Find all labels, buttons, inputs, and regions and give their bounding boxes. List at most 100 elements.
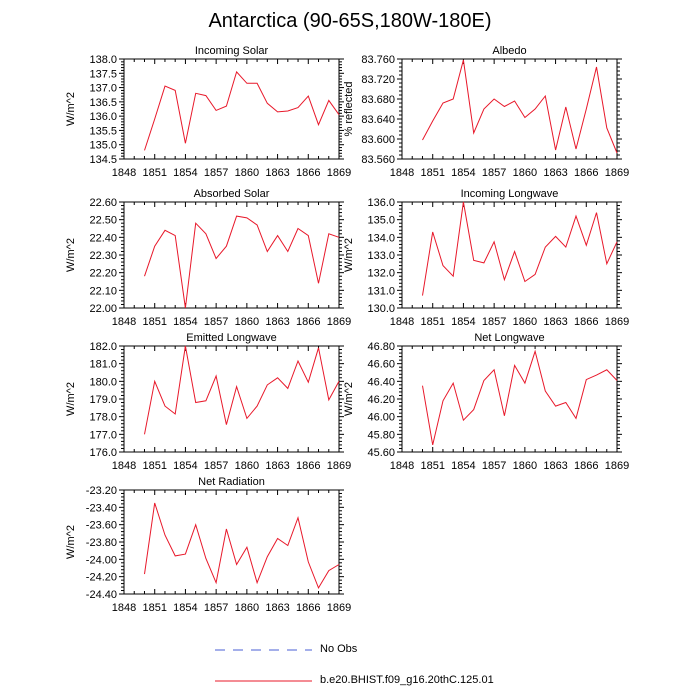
x-tick-label: 1863 <box>543 460 567 472</box>
y-tick-label: 83.640 <box>361 114 395 126</box>
x-tick-label: 1848 <box>390 167 414 179</box>
x-tick-label: 1848 <box>112 316 136 328</box>
x-tick-label: 1869 <box>327 460 351 472</box>
plot-frame <box>123 201 340 309</box>
legend-label: b.e20.BHIST.f09_g16.20thC.125.01 <box>320 674 494 686</box>
y-tick-label: -23.20 <box>86 485 117 497</box>
chart-title: Absorbed Solar <box>194 188 270 200</box>
x-tick-label: 1869 <box>605 460 629 472</box>
x-tick-label: 1857 <box>482 460 506 472</box>
y-tick-label: 138.0 <box>89 54 117 66</box>
y-tick-label: 83.600 <box>361 134 395 146</box>
x-tick-label: 1857 <box>482 316 506 328</box>
y-tick-label: -23.80 <box>86 537 117 549</box>
x-tick-label: 1866 <box>296 602 320 614</box>
legend-label: No Obs <box>320 643 358 655</box>
chart-panel-6: 1848 1851 1854 1857 1860 1863 1866 1869 45.60 45.… <box>343 332 629 472</box>
y-tick-label: 83.760 <box>361 54 395 66</box>
x-tick-label: 1869 <box>605 316 629 328</box>
x-tick-label: 1869 <box>327 316 351 328</box>
series-line-1 <box>144 70 340 151</box>
series-line-1 <box>144 345 340 435</box>
y-tick-label: 135.0 <box>367 215 395 227</box>
y-tick-label: 135.5 <box>89 125 117 137</box>
x-tick-label: 1854 <box>451 167 475 179</box>
x-tick-label: 1854 <box>173 460 197 472</box>
chart-panel-4: 1848 1851 1854 1857 1860 1863 1866 1869 130.0 131… <box>343 188 629 328</box>
y-tick-label: -23.40 <box>86 502 117 514</box>
x-tick-label: 1851 <box>142 460 166 472</box>
y-tick-label: 22.50 <box>89 215 117 227</box>
x-tick-label: 1848 <box>112 460 136 472</box>
y-tick-label: -23.60 <box>86 520 117 532</box>
x-tick-label: 1857 <box>482 167 506 179</box>
x-tick-label: 1854 <box>451 316 475 328</box>
x-tick-label: 1851 <box>420 167 444 179</box>
x-tick-label: 1854 <box>173 167 197 179</box>
y-tick-label: 179.0 <box>89 394 117 406</box>
y-tick-label: -24.00 <box>86 554 117 566</box>
y-tick-label: 131.0 <box>367 285 395 297</box>
y-tick-label: 182.0 <box>89 341 117 353</box>
y-tick-label: 83.680 <box>361 94 395 106</box>
y-axis-label: % reflected <box>343 81 355 136</box>
y-tick-label: 83.560 <box>361 154 395 166</box>
y-axis-label: W/m^2 <box>65 382 77 416</box>
y-tick-label: 134.0 <box>367 232 395 244</box>
x-tick-label: 1866 <box>574 167 598 179</box>
x-tick-label: 1851 <box>142 167 166 179</box>
x-tick-label: 1851 <box>142 602 166 614</box>
x-tick-label: 1860 <box>513 316 537 328</box>
series-line-1 <box>144 215 340 309</box>
y-tick-label: 45.60 <box>367 447 395 459</box>
y-tick-label: 137.5 <box>89 68 117 80</box>
x-tick-label: 1866 <box>296 460 320 472</box>
chart-panel-1: 1848 1851 1854 1857 1860 1863 1866 1869 134.5 135… <box>65 45 351 179</box>
chart-panel-7: 1848 1851 1854 1857 1860 1863 1866 1869 -24.40 -2… <box>65 476 351 614</box>
x-tick-label: 1854 <box>173 602 197 614</box>
y-tick-label: 181.0 <box>89 359 117 371</box>
x-tick-label: 1863 <box>543 167 567 179</box>
series-line-1 <box>422 349 618 446</box>
x-tick-label: 1857 <box>204 167 228 179</box>
y-tick-label: 22.30 <box>89 250 117 262</box>
y-axis-label: W/m^2 <box>65 92 77 126</box>
x-tick-label: 1866 <box>574 460 598 472</box>
x-tick-label: 1857 <box>204 316 228 328</box>
y-axis-label: W/m^2 <box>343 238 355 272</box>
x-tick-label: 1854 <box>451 460 475 472</box>
x-tick-label: 1851 <box>420 316 444 328</box>
x-tick-label: 1869 <box>327 602 351 614</box>
chart-title: Albedo <box>492 45 526 57</box>
x-tick-label: 1860 <box>235 316 259 328</box>
chart-title: Incoming Solar <box>195 45 269 57</box>
x-tick-label: 1848 <box>390 460 414 472</box>
y-tick-label: 46.80 <box>367 341 395 353</box>
x-tick-label: 1848 <box>390 316 414 328</box>
x-tick-label: 1863 <box>265 316 289 328</box>
y-tick-label: 135.0 <box>89 140 117 152</box>
plot-frame <box>123 489 340 595</box>
series-line-1 <box>422 59 618 154</box>
chart-title: Emitted Longwave <box>186 332 277 344</box>
y-tick-label: 46.20 <box>367 394 395 406</box>
y-tick-label: 178.0 <box>89 412 117 424</box>
y-tick-label: 22.20 <box>89 268 117 280</box>
x-tick-label: 1863 <box>265 460 289 472</box>
x-tick-label: 1866 <box>296 316 320 328</box>
y-tick-label: 22.60 <box>89 197 117 209</box>
y-tick-label: 46.00 <box>367 412 395 424</box>
y-tick-label: 130.0 <box>367 303 395 315</box>
y-tick-label: 46.60 <box>367 359 395 371</box>
chart-title: Net Longwave <box>474 332 544 344</box>
y-tick-label: 136.0 <box>367 197 395 209</box>
y-tick-label: 22.40 <box>89 232 117 244</box>
y-tick-label: 177.0 <box>89 429 117 441</box>
y-tick-label: 133.0 <box>367 250 395 262</box>
y-tick-label: -24.40 <box>86 589 117 601</box>
y-tick-label: 132.0 <box>367 268 395 280</box>
series-line-1 <box>144 502 340 590</box>
y-tick-label: 180.0 <box>89 376 117 388</box>
series-line-1 <box>422 201 618 296</box>
